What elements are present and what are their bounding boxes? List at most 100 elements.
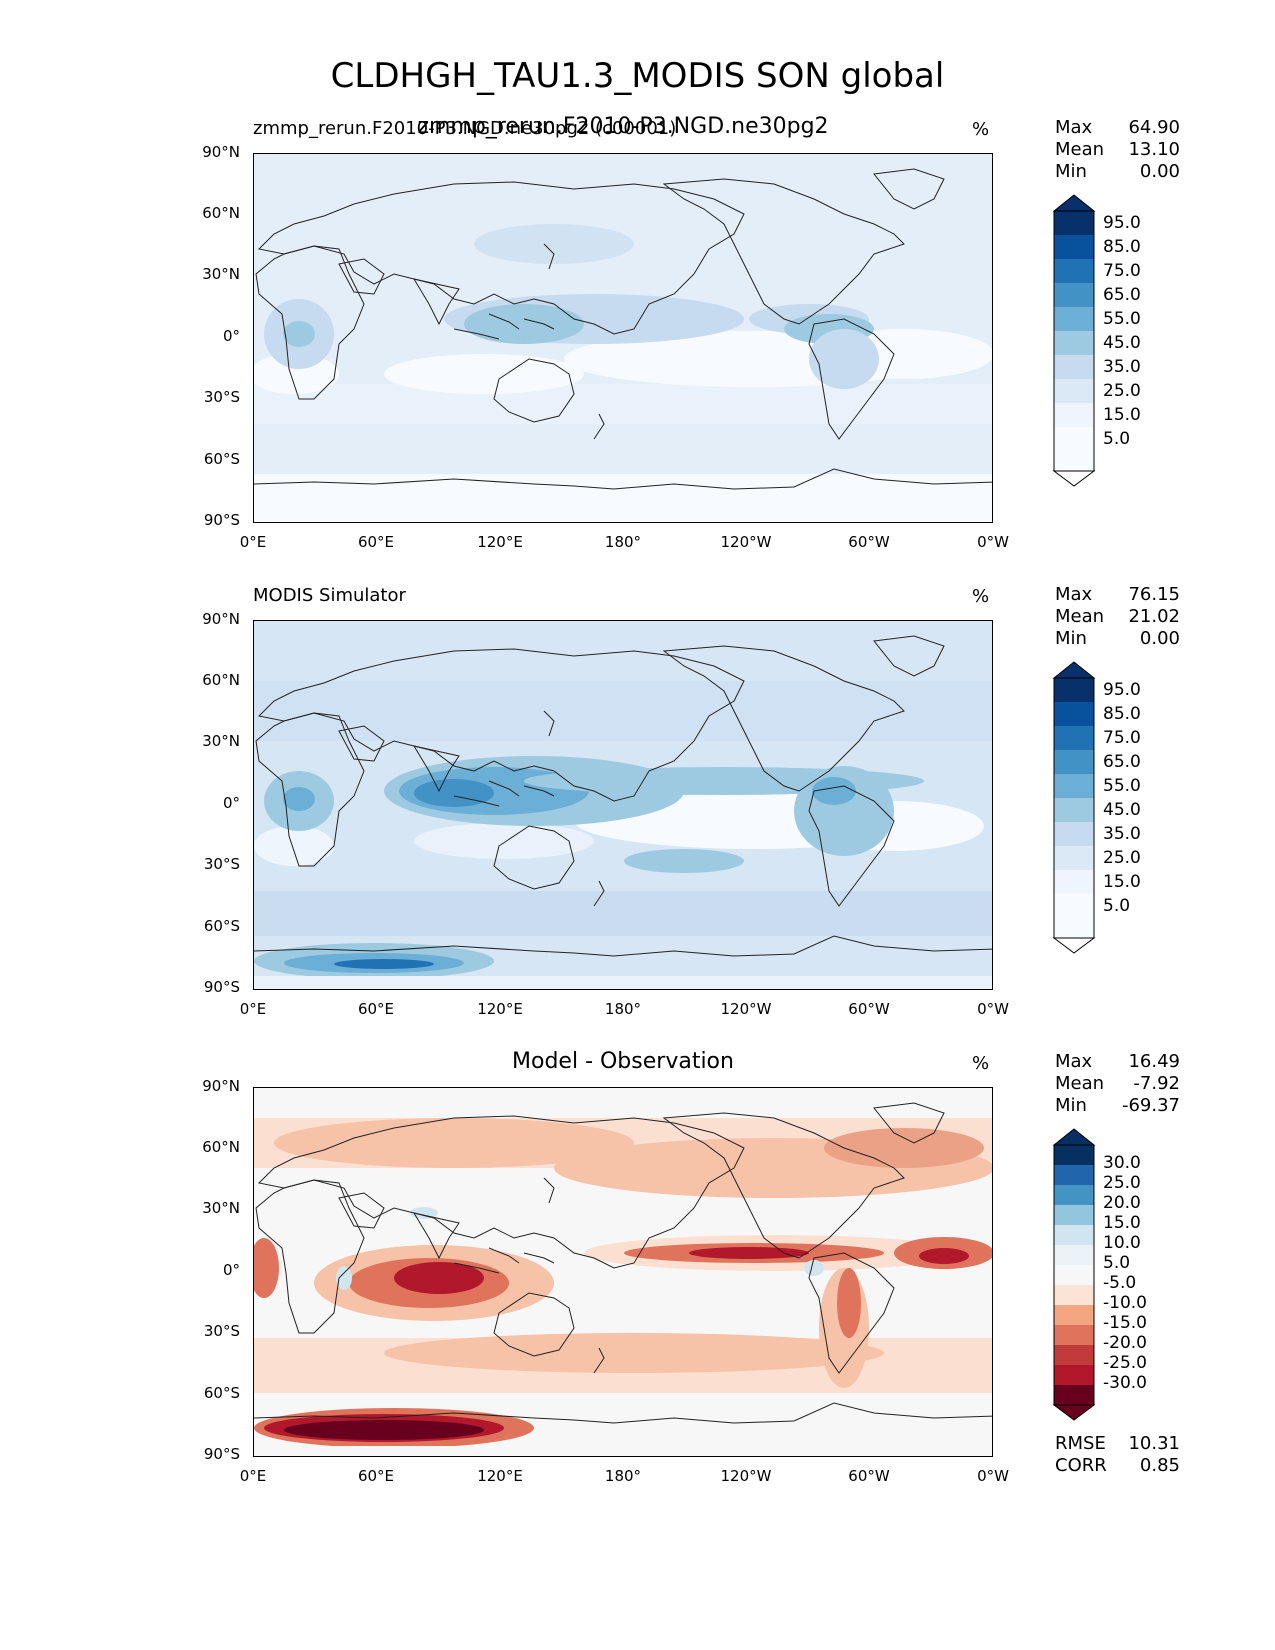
colorbar-tick: 30.0 bbox=[1103, 1153, 1141, 1173]
lat-label: 90°S bbox=[203, 511, 240, 529]
lat-label: 90°N bbox=[202, 610, 240, 628]
colorbar-tick: 75.0 bbox=[1103, 261, 1141, 281]
lat-label: 90°S bbox=[203, 978, 240, 996]
lon-label: 0°E bbox=[239, 533, 267, 551]
colorbar bbox=[1052, 661, 1096, 954]
lat-label: 0° bbox=[222, 1261, 240, 1279]
lon-label: 120°E bbox=[477, 1000, 523, 1018]
unit-label: % bbox=[972, 119, 990, 140]
lon-label: 180° bbox=[604, 1000, 642, 1018]
figure-title: CLDHGH_TAU1.3_MODIS SON global bbox=[330, 56, 945, 96]
lat-label: 60°N bbox=[202, 204, 240, 222]
stat-name: Max bbox=[1055, 584, 1093, 605]
stat-name: Max bbox=[1055, 117, 1093, 138]
lon-label: 60°E bbox=[357, 1000, 395, 1018]
stat-value: -7.92 bbox=[1133, 1073, 1180, 1094]
lon-label: 0°W bbox=[977, 1000, 1009, 1018]
lon-label: 60°E bbox=[357, 1467, 395, 1485]
lon-label: 120°W bbox=[720, 1000, 772, 1018]
stat-value: 76.15 bbox=[1128, 584, 1180, 605]
unit-label: % bbox=[972, 1053, 990, 1074]
lon-label: 60°W bbox=[848, 1000, 890, 1018]
panel-center-title: zmmp_rerun.F2010-P3.NGD.ne30pg2 bbox=[417, 114, 829, 139]
colorbar-tick: 10.0 bbox=[1103, 1233, 1141, 1253]
lat-label: 60°S bbox=[203, 1384, 240, 1402]
lat-label: 30°N bbox=[202, 1199, 240, 1217]
lon-label: 60°E bbox=[357, 533, 395, 551]
panel-observation: MODIS Simulator % bbox=[0, 582, 1275, 1042]
colorbar-tick: 5.0 bbox=[1103, 896, 1131, 916]
stats-block: Max 76.15 Mean 21.02 Min 0.00 bbox=[1055, 584, 1180, 650]
stat-name: Mean bbox=[1055, 1073, 1105, 1094]
lon-label: 60°W bbox=[848, 533, 890, 551]
map-plot bbox=[253, 620, 993, 990]
lon-label: 0°W bbox=[977, 1467, 1009, 1485]
colorbar-tick: -10.0 bbox=[1103, 1293, 1147, 1313]
lat-label: 30°S bbox=[203, 855, 240, 873]
unit-label: % bbox=[972, 586, 990, 607]
colorbar-tick: 55.0 bbox=[1103, 309, 1141, 329]
lat-label: 30°S bbox=[203, 1322, 240, 1340]
panel-model: zmmp_rerun.F2010-P3.NGD.ne30pg2 (c00001)… bbox=[0, 114, 1275, 575]
colorbar-tick: 45.0 bbox=[1103, 800, 1141, 820]
stat-name: Min bbox=[1055, 161, 1087, 182]
panel-difference: Model - Observation % bbox=[0, 1049, 1275, 1485]
stat-name: Min bbox=[1055, 1095, 1087, 1116]
stat-name: Max bbox=[1055, 1051, 1093, 1072]
stat-value: -69.37 bbox=[1121, 1095, 1180, 1116]
lat-label: 60°N bbox=[202, 671, 240, 689]
lat-label: 30°S bbox=[203, 388, 240, 406]
lon-label: 0°W bbox=[977, 533, 1009, 551]
colorbar-tick: 65.0 bbox=[1103, 752, 1141, 772]
lat-label: 60°N bbox=[202, 1138, 240, 1156]
lon-label: 180° bbox=[604, 533, 642, 551]
panel-center-title: Model - Observation bbox=[512, 1049, 734, 1074]
panel-left-title: zmmp_rerun.F2010-P3.NGD.ne30pg2 (c00001) bbox=[253, 118, 677, 139]
colorbar-tick: 35.0 bbox=[1103, 357, 1141, 377]
colorbar-tick: 95.0 bbox=[1103, 213, 1141, 233]
lat-label: 30°N bbox=[202, 732, 240, 750]
colorbar-tick: -30.0 bbox=[1103, 1373, 1147, 1393]
lon-label: 60°W bbox=[848, 1467, 890, 1485]
colorbar-tick: 20.0 bbox=[1103, 1193, 1141, 1213]
stat-name: Mean bbox=[1055, 606, 1105, 627]
colorbar-tick: 85.0 bbox=[1103, 237, 1141, 257]
stat-value: 10.31 bbox=[1128, 1433, 1180, 1454]
colorbar-tick: -20.0 bbox=[1103, 1333, 1147, 1353]
lon-label: 180° bbox=[604, 1467, 642, 1485]
lat-label: 60°S bbox=[203, 917, 240, 935]
colorbar-tick: -15.0 bbox=[1103, 1313, 1147, 1333]
lat-label: 30°N bbox=[202, 265, 240, 283]
lat-label: 90°N bbox=[202, 1077, 240, 1095]
stat-name: RMSE bbox=[1055, 1433, 1106, 1454]
colorbar-tick: 65.0 bbox=[1103, 285, 1141, 305]
lat-label: 0° bbox=[222, 794, 240, 812]
lon-label: 120°E bbox=[477, 533, 523, 551]
stat-value: 64.90 bbox=[1128, 117, 1180, 138]
lon-label: 120°W bbox=[720, 533, 772, 551]
colorbar-tick: 5.0 bbox=[1103, 429, 1131, 449]
colorbar-tick: 5.0 bbox=[1103, 1253, 1131, 1273]
colorbar-tick: 15.0 bbox=[1103, 1213, 1141, 1233]
colorbar-tick: 25.0 bbox=[1103, 848, 1141, 868]
colorbar-tick: 25.0 bbox=[1103, 1173, 1141, 1193]
lon-label: 120°W bbox=[720, 1467, 772, 1485]
stat-name: Mean bbox=[1055, 139, 1105, 160]
colorbar-tick: 75.0 bbox=[1103, 728, 1141, 748]
lat-label: 90°S bbox=[203, 1445, 240, 1463]
colorbar-tick: -25.0 bbox=[1103, 1353, 1147, 1373]
map-plot bbox=[253, 153, 993, 523]
error-stats-block: RMSE 10.31 CORR 0.85 bbox=[1055, 1433, 1180, 1477]
colorbar bbox=[1052, 1128, 1096, 1421]
lon-label: 120°E bbox=[477, 1467, 523, 1485]
stats-block: Max 64.90 Mean 13.10 Min 0.00 bbox=[1055, 117, 1180, 183]
lon-label: 0°E bbox=[239, 1467, 267, 1485]
colorbar-tick: 25.0 bbox=[1103, 381, 1141, 401]
colorbar-tick: 15.0 bbox=[1103, 405, 1141, 425]
stat-value: 21.02 bbox=[1128, 606, 1180, 627]
colorbar-tick: 35.0 bbox=[1103, 824, 1141, 844]
stat-value: 0.00 bbox=[1139, 628, 1180, 649]
colorbar-tick: 95.0 bbox=[1103, 680, 1141, 700]
colorbar-tick: 85.0 bbox=[1103, 704, 1141, 724]
colorbar-tick: -5.0 bbox=[1103, 1273, 1137, 1293]
